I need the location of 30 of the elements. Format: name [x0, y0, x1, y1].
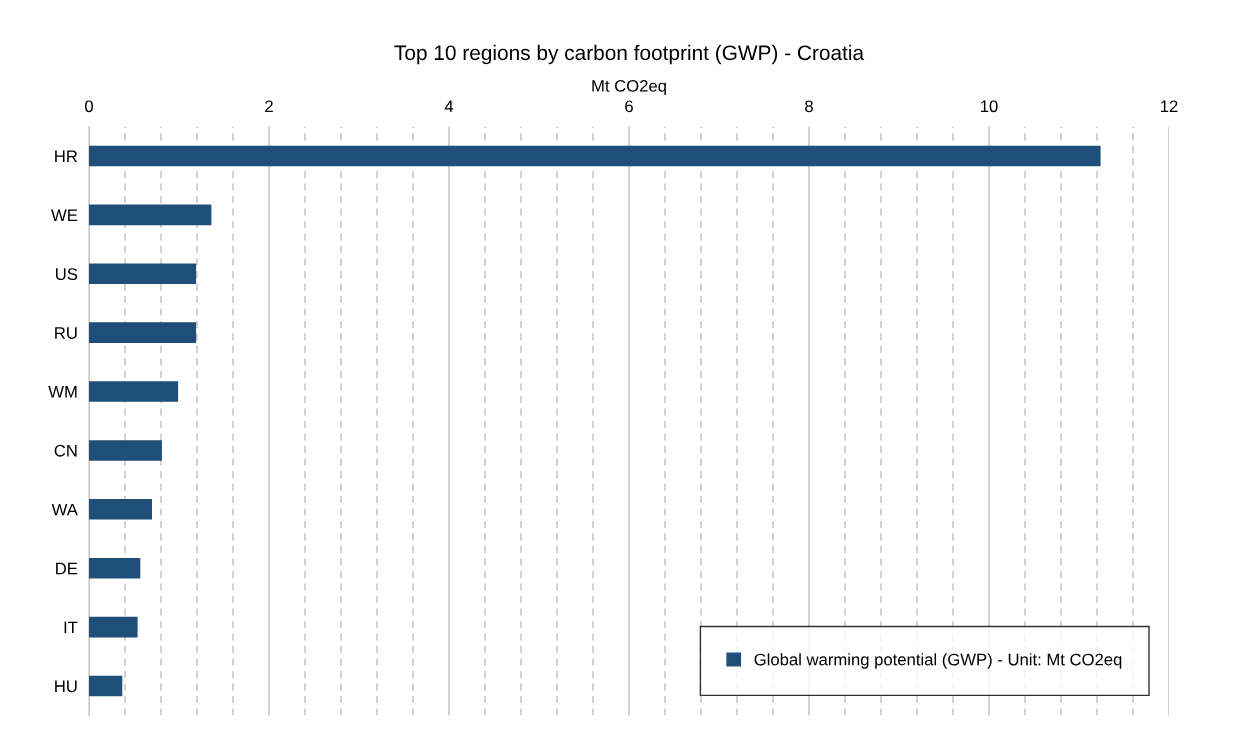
bar: [89, 322, 197, 343]
bar: [89, 381, 179, 402]
bar: [89, 499, 152, 520]
bar: [89, 263, 197, 285]
bar: [89, 204, 212, 226]
bar: [89, 616, 138, 638]
bar: [89, 557, 141, 579]
x-tick-label: 6: [625, 100, 633, 113]
y-tick-label: US: [56, 268, 78, 280]
y-tick-label: CN: [54, 444, 77, 457]
y-tick-label: WM: [48, 386, 77, 398]
y-tick-label: HU: [55, 680, 77, 693]
bar: [89, 440, 162, 461]
x-tick-label: 8: [805, 100, 813, 113]
x-tick-label: 10: [981, 100, 998, 113]
y-tick-label: WA: [51, 503, 78, 516]
x-tick-label: 12: [1161, 100, 1178, 113]
y-tick-label: WE: [51, 209, 78, 221]
x-tick-label: 0: [85, 100, 93, 113]
x-tick-label: 2: [265, 100, 273, 113]
x-tick-label: 4: [444, 100, 454, 113]
bar: [89, 675, 123, 697]
bar: [89, 145, 1101, 167]
y-tick-label: DE: [56, 562, 78, 575]
y-tick-label: RU: [55, 327, 77, 339]
x-axis-title: Mt CO2eq: [592, 79, 666, 96]
chart-title: Top 10 regions by carbon footprint (GWP) - Croatia: [394, 44, 865, 65]
y-tick-label: HR: [55, 150, 78, 163]
y-tick-label: IT: [64, 621, 78, 634]
legend-label: Global warming potential (GWP) - Unit: Mt CO2eq: [754, 653, 1122, 669]
